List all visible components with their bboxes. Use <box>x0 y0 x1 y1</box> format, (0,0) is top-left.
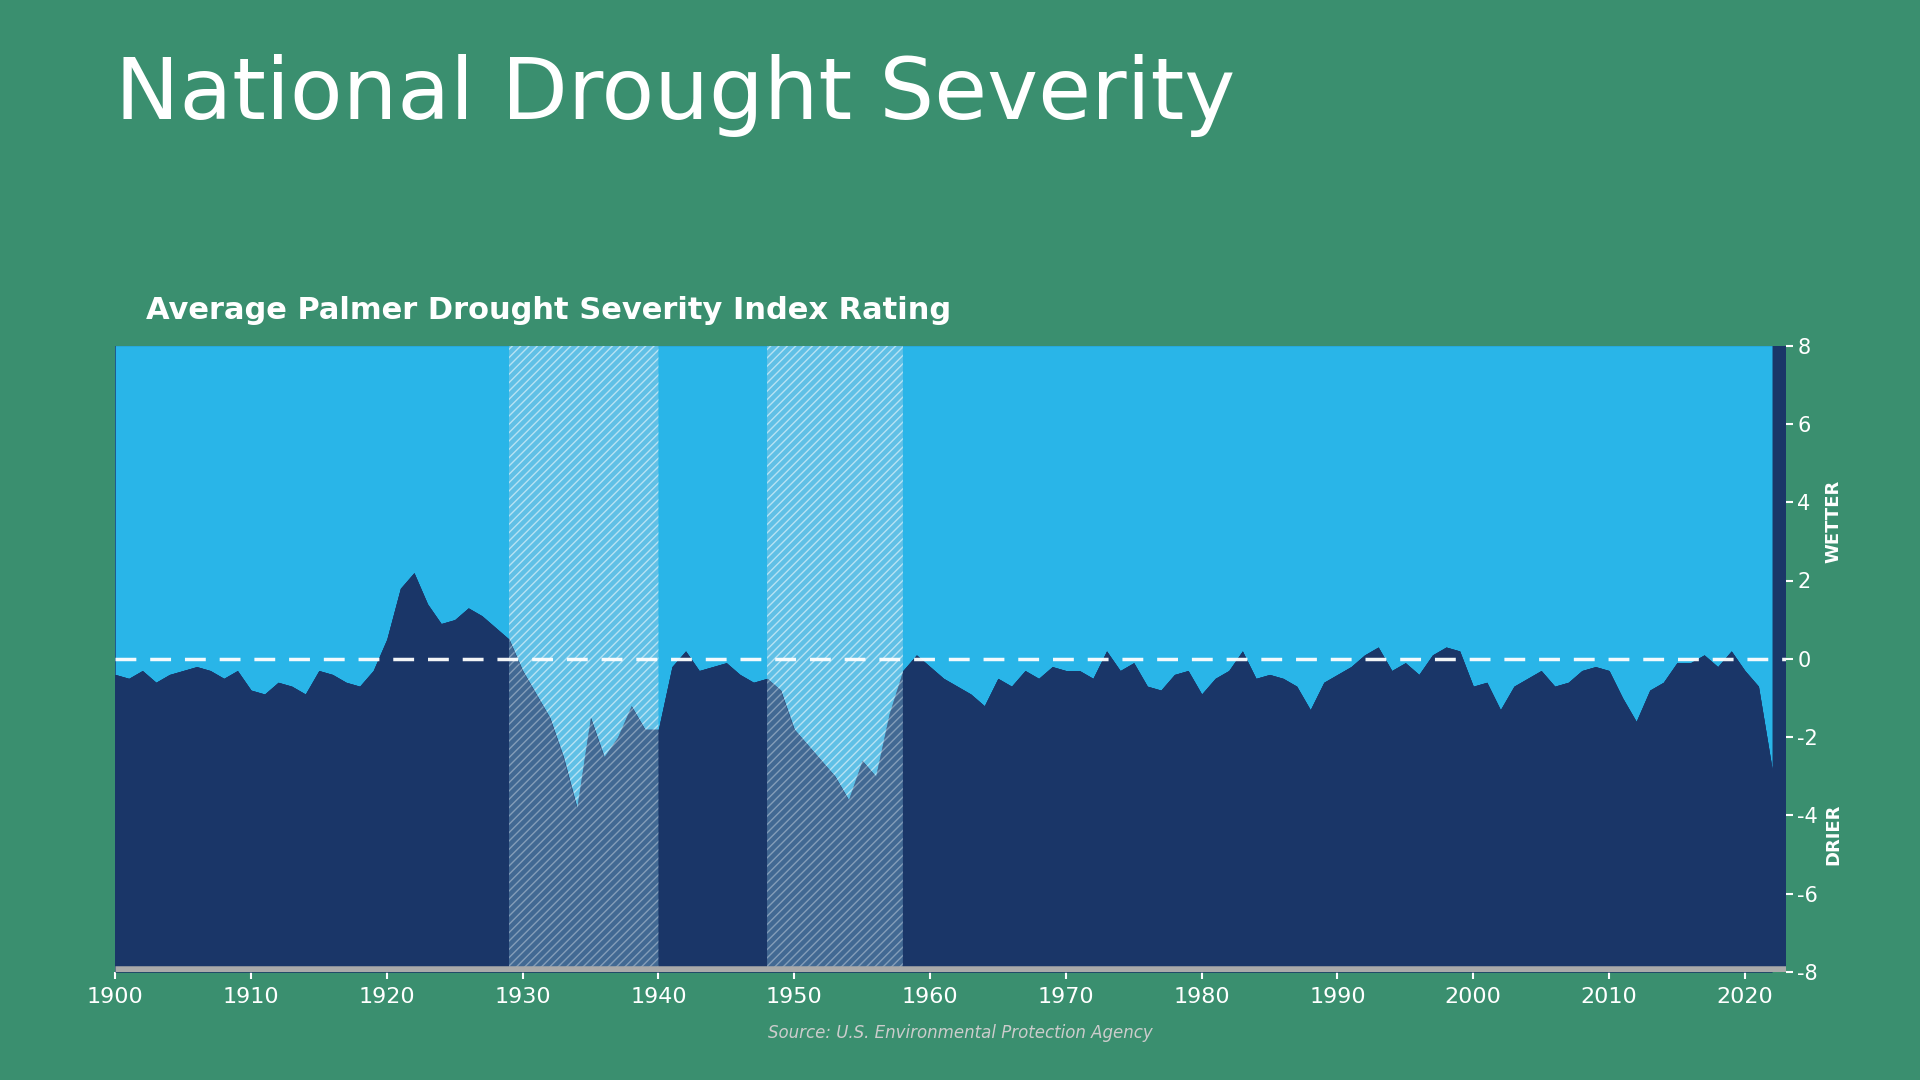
Text: Source: U.S. Environmental Protection Agency: Source: U.S. Environmental Protection Ag… <box>768 1024 1152 1042</box>
Text: National Drought Severity: National Drought Severity <box>115 54 1235 137</box>
Text: WETTER: WETTER <box>1824 480 1843 563</box>
Text: Average Palmer Drought Severity Index Rating: Average Palmer Drought Severity Index Ra… <box>146 296 950 325</box>
Text: DRIER: DRIER <box>1824 804 1843 865</box>
